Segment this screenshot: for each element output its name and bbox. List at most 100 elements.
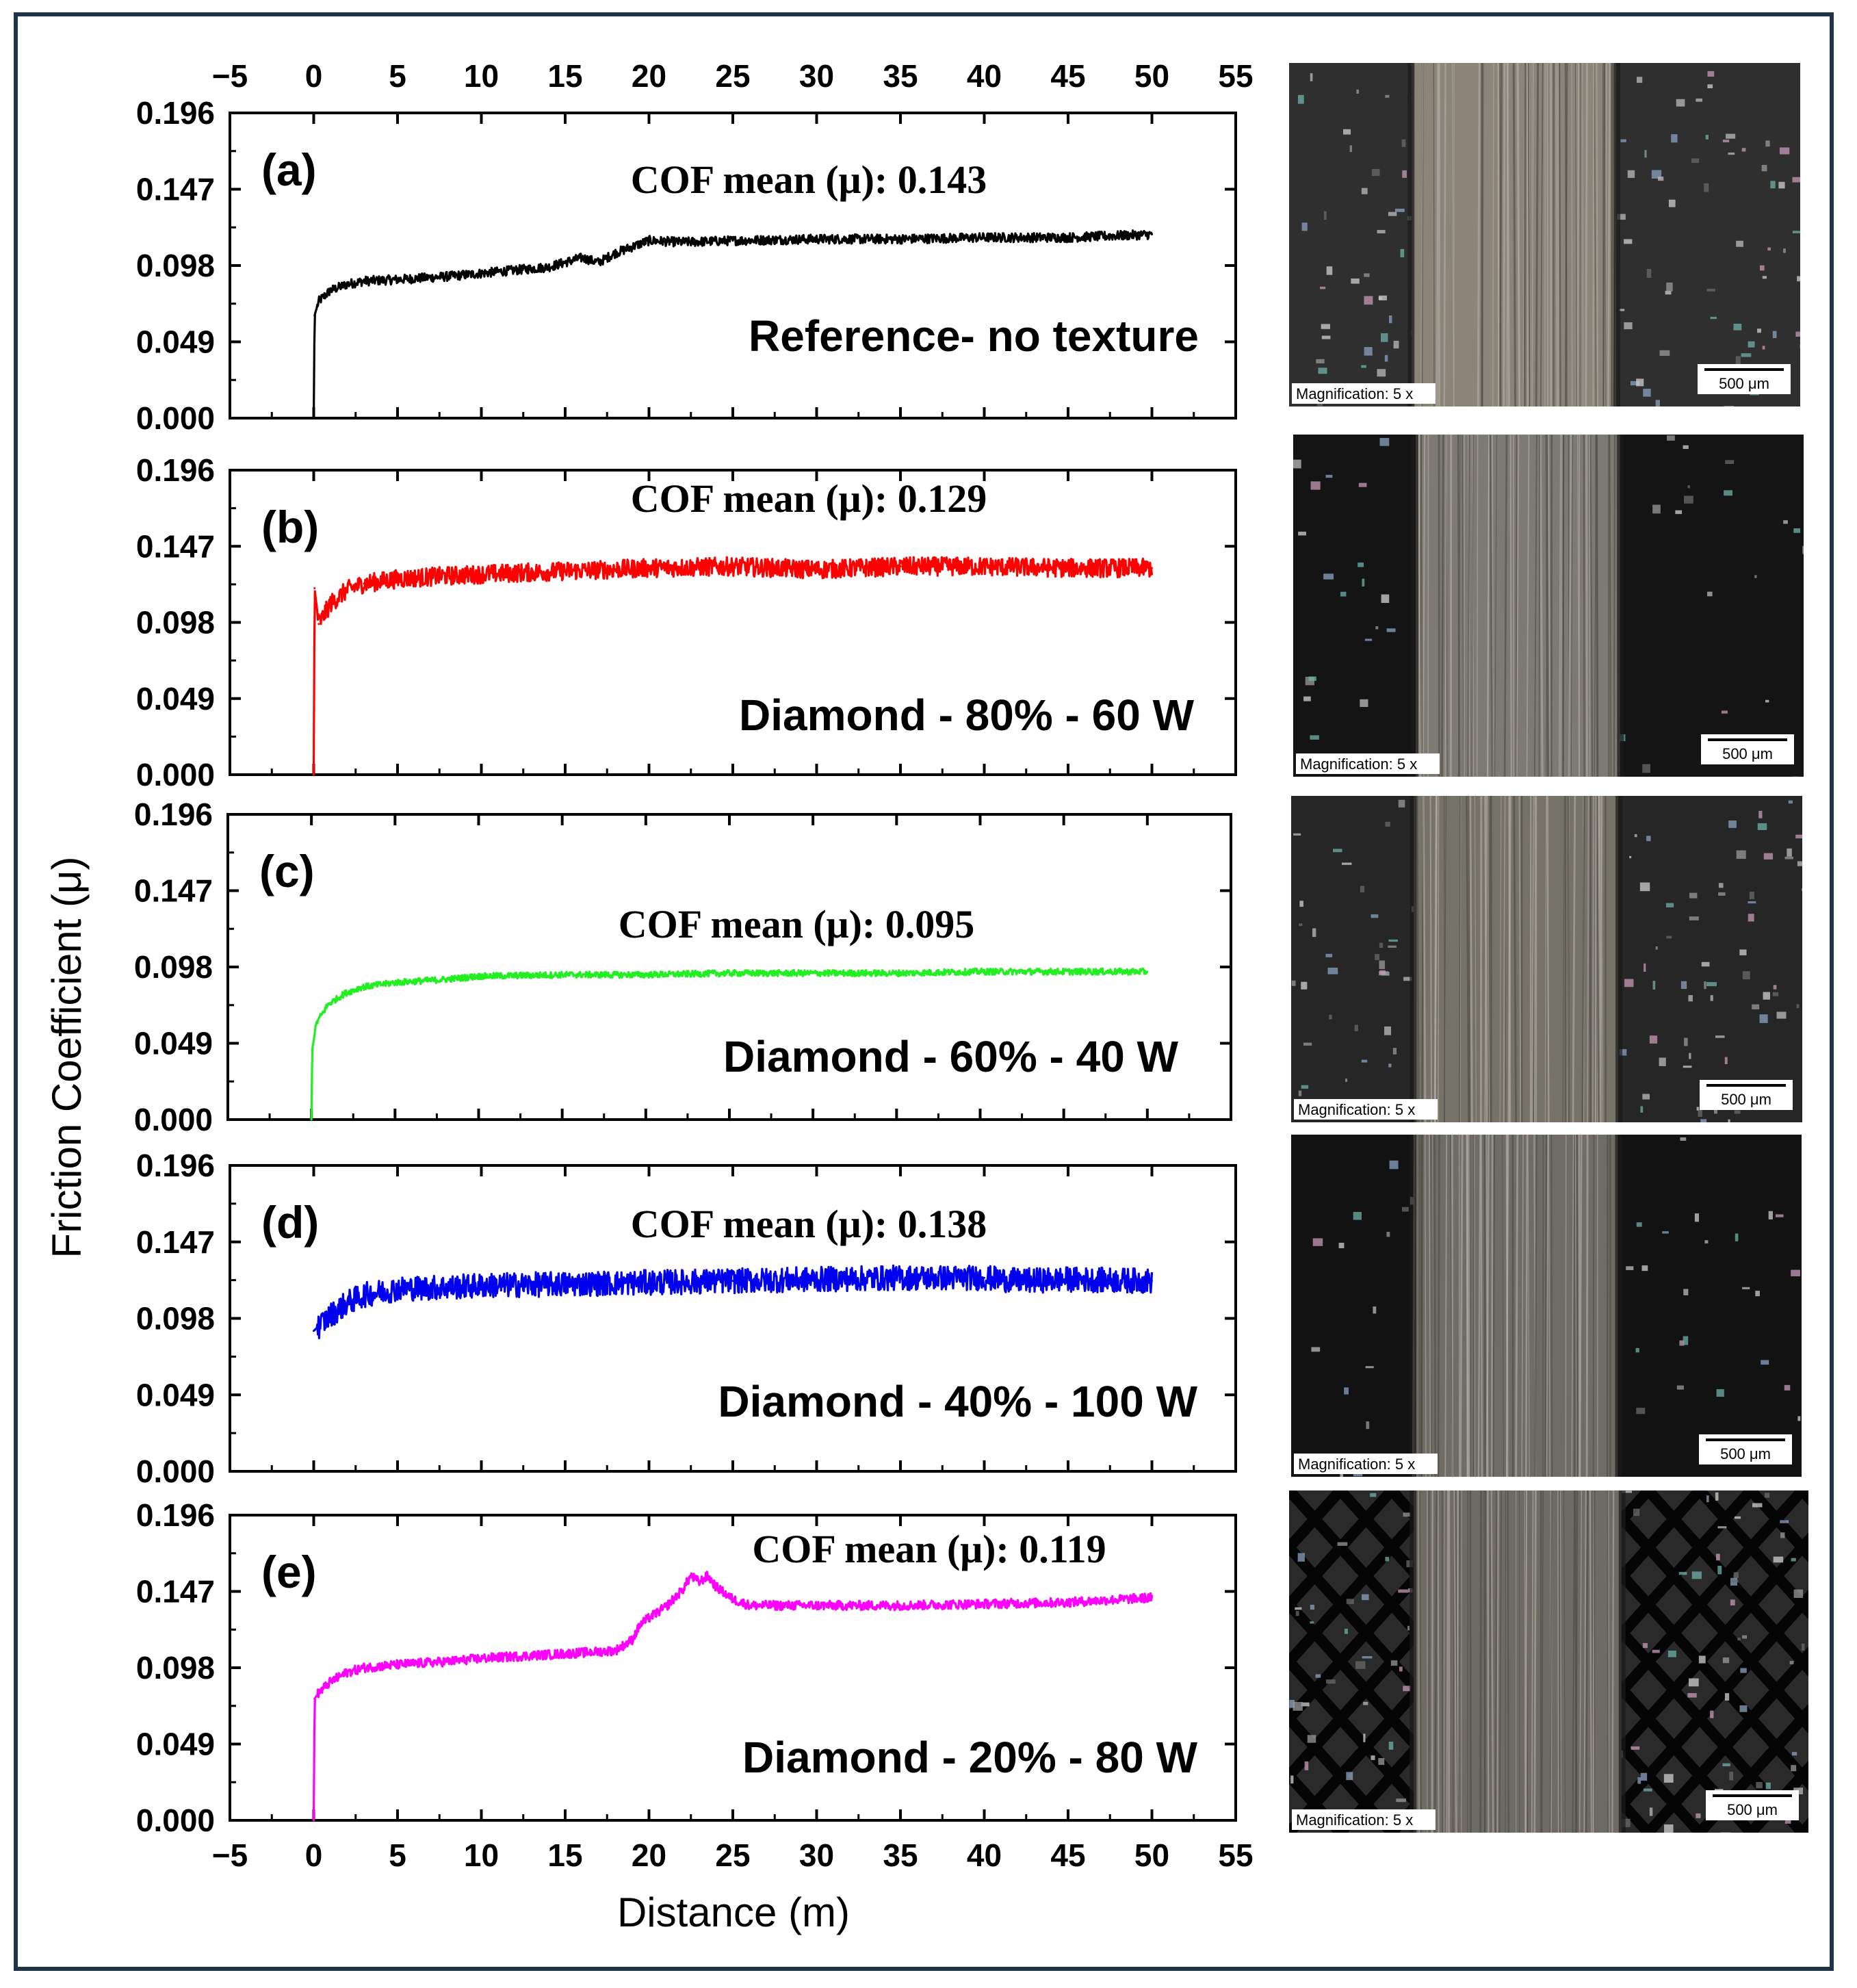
condition-label: Diamond - 40% - 100 W: [718, 1377, 1197, 1426]
y-tick-label: 0.196: [134, 797, 213, 832]
data-point: [706, 1575, 709, 1577]
data-point: [899, 237, 902, 240]
data-point: [480, 272, 482, 274]
data-point: [317, 623, 320, 625]
data-point: [639, 1623, 642, 1625]
data-point: [447, 1660, 449, 1663]
y-tick-label: 0.049: [136, 681, 215, 717]
chart-panel-b: 0.000 0.049 0.098 0.147 0.196 (b) COF mean (μ)…: [136, 452, 1237, 792]
x-tick-label: 15: [547, 58, 582, 94]
data-point: [979, 970, 981, 973]
magnification-label-box: [1292, 383, 1436, 404]
data-point: [447, 574, 449, 577]
data-point: [664, 1605, 667, 1608]
x-tick-label: 45: [1050, 1837, 1085, 1873]
chart-panel-e: 0.000 0.049 0.098 0.147 0.196 (e) COF mean (μ)…: [136, 1497, 1237, 1838]
data-point: [346, 1671, 348, 1674]
data-point: [363, 280, 365, 283]
y-tick-label: 0.049: [134, 1026, 213, 1061]
data-point: [313, 1819, 315, 1822]
data-point: [648, 240, 650, 242]
data-point: [447, 1286, 449, 1289]
y-tick-label: 0.196: [136, 95, 215, 131]
y-tick-label: 0.196: [136, 452, 215, 488]
data-point: [983, 1603, 985, 1605]
micrograph-e: Magnification: 5 x 500 μm: [1289, 1490, 1808, 1833]
x-tick-labels-bottom: −5 0 5 10 15 20 25 30 35 40 45 50 55: [212, 1837, 1254, 1873]
data-point: [444, 978, 447, 981]
data-point: [313, 417, 315, 419]
y-tick-label: 0.098: [136, 248, 215, 283]
x-tick-label: 35: [883, 1837, 918, 1873]
data-point: [363, 582, 365, 585]
x-tick-label: 30: [799, 1837, 834, 1873]
data-point: [1067, 1278, 1069, 1280]
data-point: [816, 237, 818, 240]
data-point: [561, 973, 564, 976]
data-point: [645, 973, 647, 976]
y-tick-label: 0.098: [136, 1301, 215, 1337]
data-point: [1067, 567, 1069, 569]
data-point: [1151, 1597, 1153, 1599]
data-point: [1067, 1601, 1069, 1603]
cof-mean-label: COF mean (μ): 0.119: [752, 1527, 1106, 1571]
x-tick-label: 40: [967, 58, 1002, 94]
data-point: [396, 578, 399, 580]
data-point: [816, 1278, 818, 1280]
data-point: [363, 1666, 365, 1669]
data-point: [480, 573, 482, 576]
data-point: [681, 241, 684, 244]
panel-letter: (d): [261, 1197, 319, 1248]
data-point: [1151, 1280, 1153, 1282]
data-point: [547, 266, 549, 268]
x-tick-label: 5: [389, 58, 406, 94]
y-tick-label: 0.147: [136, 1574, 215, 1610]
series-line: [312, 1571, 1154, 1821]
y-tick-label: 0.049: [136, 1377, 215, 1412]
data-point: [648, 1616, 650, 1619]
data-point: [749, 1604, 751, 1607]
data-point: [681, 1588, 684, 1591]
data-point: [393, 981, 396, 984]
data-point: [343, 992, 346, 995]
data-point: [317, 300, 320, 302]
condition-label: Reference- no texture: [749, 311, 1199, 361]
micrograph-d: Magnification: 5 x 500 μm: [1291, 1135, 1802, 1477]
data-point: [310, 1118, 313, 1121]
magnification-label: Magnification: 5 x: [1296, 1811, 1413, 1829]
series-line: [313, 1264, 1154, 1339]
x-tick-label: 35: [883, 58, 918, 94]
data-point: [728, 972, 731, 974]
data-point: [899, 1604, 902, 1607]
y-tick-label: 0.049: [136, 1727, 215, 1762]
data-point: [313, 1698, 316, 1701]
y-tick-label: 0.000: [134, 1102, 213, 1137]
data-point: [715, 1586, 717, 1588]
data-point: [346, 1302, 348, 1304]
data-point: [895, 972, 898, 974]
magnification-label-box: [1296, 753, 1440, 774]
scale-bar-label: 500 μm: [1719, 375, 1769, 392]
y-tick-label: 0.098: [136, 605, 215, 641]
data-point: [514, 269, 516, 272]
data-point: [346, 589, 348, 591]
data-point: [731, 1280, 734, 1282]
data-point: [480, 1657, 482, 1660]
data-point: [313, 314, 316, 317]
data-point: [1151, 233, 1153, 235]
x-tick-label: 50: [1134, 58, 1169, 94]
data-point: [983, 565, 985, 568]
condition-label: Diamond - 20% - 80 W: [742, 1733, 1198, 1782]
magnification-label-box: [1294, 1454, 1438, 1474]
y-tick-label: 0.000: [136, 400, 215, 436]
scale-bar-label: 500 μm: [1722, 745, 1773, 762]
data-point: [1146, 970, 1149, 973]
x-tick-label: 30: [799, 58, 834, 94]
data-point: [313, 1330, 315, 1332]
y-tick-label: 0.147: [136, 528, 215, 564]
y-tick-label: 0.147: [136, 1224, 215, 1260]
x-tick-label: 25: [715, 58, 750, 94]
data-point: [327, 1003, 330, 1006]
friction-charts: 0.000 0.049 0.098 0.147 0.196 (a) COF mean (μ)…: [134, 58, 1254, 1873]
data-point: [648, 1281, 650, 1284]
